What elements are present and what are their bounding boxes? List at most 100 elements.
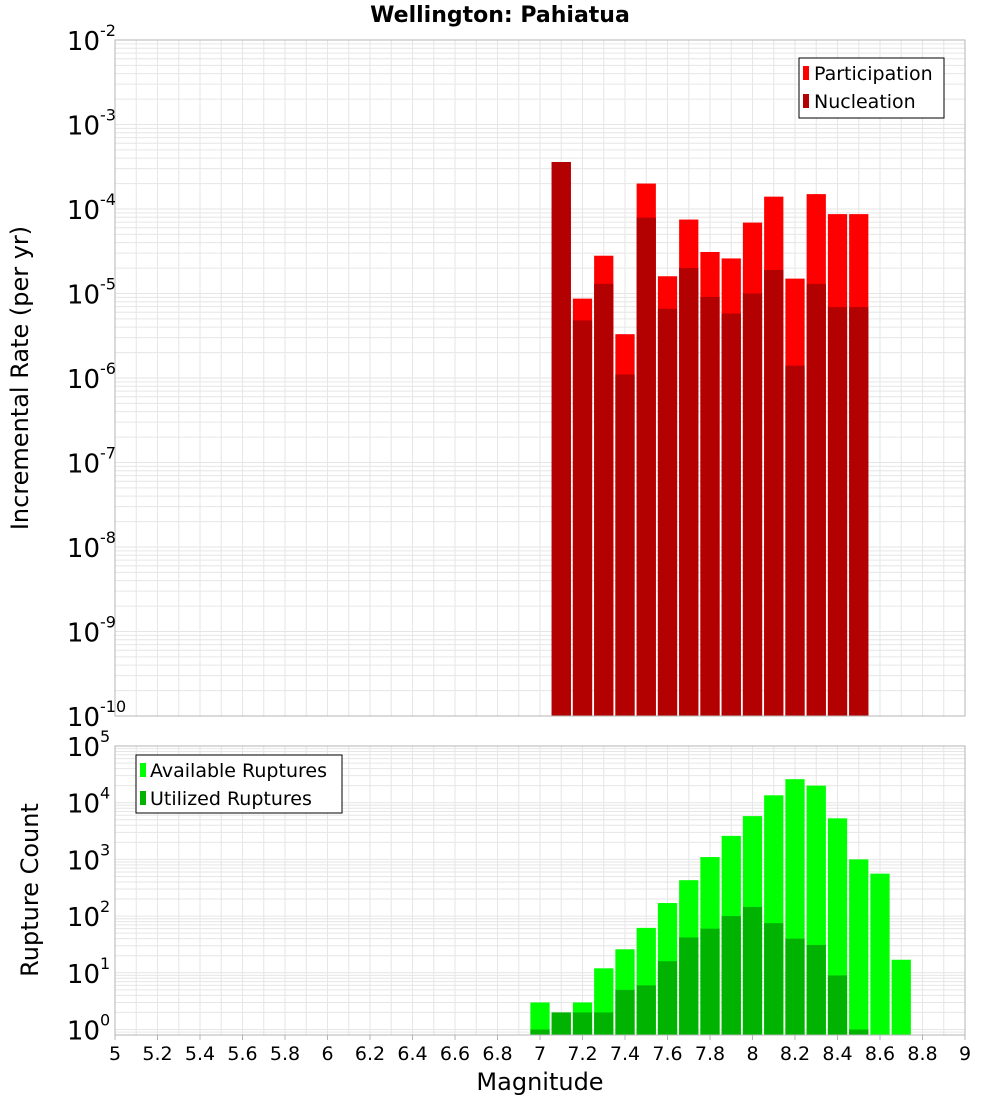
utilized-ruptures-legend-swatch xyxy=(140,791,146,805)
available-ruptures-legend-label: Available Ruptures xyxy=(150,760,327,782)
rupture-y-tick-exponent: 1 xyxy=(100,954,110,973)
rate-bar-nucleation xyxy=(849,307,869,716)
rate-y-tick-label: 10 -8 xyxy=(67,528,116,564)
rate-y-tick-label: 10 -2 xyxy=(67,21,116,57)
rate-y-tick-base: 10 xyxy=(67,281,100,311)
rate-y-tick-exponent: -8 xyxy=(100,528,116,547)
rupture-y-tick-base: 10 xyxy=(67,790,100,820)
rupture-y-tick-base: 10 xyxy=(67,733,100,763)
rupture-bar-utilized-ruptures xyxy=(594,1012,614,1035)
rate-legend-box xyxy=(798,57,945,119)
rupture-y-axis-label: Rupture Count xyxy=(16,803,44,977)
rate-bar-nucleation xyxy=(764,269,784,716)
x-tick-label: 6.4 xyxy=(397,1043,427,1065)
participation-legend-swatch xyxy=(803,66,809,80)
rate-bar-nucleation xyxy=(551,161,571,716)
rate-bar-nucleation xyxy=(657,308,678,716)
rate-plot-frame xyxy=(114,39,966,717)
rate-y-tick-base: 10 xyxy=(67,196,100,226)
rate-y-tick-base: 10 xyxy=(67,112,100,142)
rupture-bar-utilized-ruptures xyxy=(551,1012,571,1035)
rupture-bar-utilized-ruptures xyxy=(742,906,763,1035)
rupture-plot-bars xyxy=(530,779,911,1035)
rate-bar-nucleation xyxy=(679,268,699,716)
participation-legend-label: Participation xyxy=(814,63,933,85)
rupture-bar-utilized-ruptures xyxy=(785,938,805,1035)
nucleation-legend-label: Nucleation xyxy=(814,91,916,113)
rate-y-tick-base: 10 xyxy=(67,619,100,649)
x-tick-label: 8.6 xyxy=(865,1043,895,1065)
rate-y-tick-label: 10 -6 xyxy=(67,359,116,395)
rate-y-tick-base: 10 xyxy=(67,534,100,564)
rupture-y-tick-label: 10 0 xyxy=(67,1011,110,1047)
rate-bar-nucleation xyxy=(594,283,614,716)
x-tick-label: 5.4 xyxy=(185,1043,215,1065)
rate-y-axis-label: Incremental Rate (per yr) xyxy=(6,226,34,530)
rate-bar-nucleation xyxy=(615,374,635,716)
rupture-bar-available-ruptures xyxy=(530,1002,550,1035)
rate-y-tick-base: 10 xyxy=(67,365,100,395)
utilized-ruptures-legend-label: Utilized Ruptures xyxy=(150,788,312,810)
rate-bar-nucleation xyxy=(572,320,593,716)
x-tick-label: 7.4 xyxy=(610,1043,640,1065)
magnitude-x-axis-label: Magnitude xyxy=(476,1068,603,1096)
rate-y-tick-label: 10 -10 xyxy=(67,697,126,733)
rate-y-tick-exponent: -6 xyxy=(100,359,116,378)
rate-y-tick-exponent: -3 xyxy=(100,106,116,125)
rate-y-tick-exponent: -2 xyxy=(100,21,116,40)
rupture-y-tick-base: 10 xyxy=(67,960,100,990)
x-tick-label: 5.2 xyxy=(142,1043,172,1065)
rate-y-tick-label: 10 -3 xyxy=(67,106,116,142)
rate-y-tick-exponent: -9 xyxy=(100,613,116,632)
x-tick-label: 7.6 xyxy=(652,1043,682,1065)
rupture-bar-utilized-ruptures xyxy=(572,1012,593,1035)
x-tick-label: 5.8 xyxy=(270,1043,300,1065)
rupture-y-tick-label: 10 2 xyxy=(67,897,110,933)
rupture-y-tick-label: 10 5 xyxy=(67,727,110,763)
x-tick-label: 6.2 xyxy=(355,1043,385,1065)
rupture-bar-utilized-ruptures xyxy=(806,944,826,1035)
rate-y-tick-base: 10 xyxy=(67,450,100,480)
rupture-y-tick-label: 10 3 xyxy=(67,840,110,876)
rupture-y-tick-exponent: 2 xyxy=(100,897,110,916)
rupture-bar-utilized-ruptures xyxy=(700,928,720,1035)
rate-plot-bars xyxy=(551,161,869,717)
x-tick-label: 8 xyxy=(746,1043,758,1065)
rate-bar-nucleation xyxy=(721,313,741,716)
x-tick-label: 6 xyxy=(321,1043,333,1065)
x-tick-label: 7.8 xyxy=(695,1043,725,1065)
available-ruptures-legend-swatch xyxy=(140,763,146,777)
chart-title: Wellington: Pahiatua xyxy=(370,3,630,28)
rupture-y-tick-base: 10 xyxy=(67,903,100,933)
rupture-bar-available-ruptures xyxy=(870,873,890,1035)
magnitude-x-ticks: 5 5.2 5.4 5.6 5.8 6 6.2 6.4 6.6 6.8 7 7.2 7.4 7.6 7.8 8… xyxy=(109,1035,971,1065)
rate-y-tick-exponent: -4 xyxy=(100,190,116,209)
x-tick-label: 6.8 xyxy=(482,1043,512,1065)
rupture-bar-utilized-ruptures xyxy=(615,989,635,1035)
rupture-bar-utilized-ruptures xyxy=(827,975,848,1035)
rate-bar-nucleation xyxy=(636,217,656,716)
rate-y-tick-exponent: -10 xyxy=(100,697,126,716)
x-tick-label: 5 xyxy=(109,1043,121,1065)
rate-bar-nucleation xyxy=(806,283,826,716)
rupture-bar-utilized-ruptures xyxy=(530,1029,550,1035)
x-tick-label: 8.2 xyxy=(780,1043,810,1065)
x-tick-label: 6.6 xyxy=(440,1043,470,1065)
rupture-bar-available-ruptures xyxy=(849,859,869,1035)
rupture-y-tick-base: 10 xyxy=(67,1017,100,1047)
x-tick-label: 8.8 xyxy=(907,1043,937,1065)
x-tick-label: 9 xyxy=(959,1043,971,1065)
rupture-bar-utilized-ruptures xyxy=(721,916,741,1035)
rupture-bar-utilized-ruptures xyxy=(636,985,656,1035)
rupture-y-tick-label: 10 4 xyxy=(67,784,110,820)
rupture-bar-utilized-ruptures xyxy=(849,1029,869,1035)
x-tick-label: 7.2 xyxy=(567,1043,597,1065)
rate-bar-nucleation xyxy=(785,365,805,716)
rupture-y-tick-exponent: 0 xyxy=(100,1011,110,1030)
rate-bar-nucleation xyxy=(827,307,848,716)
rate-y-tick-base: 10 xyxy=(67,27,100,57)
rate-y-tick-base: 10 xyxy=(67,703,100,733)
